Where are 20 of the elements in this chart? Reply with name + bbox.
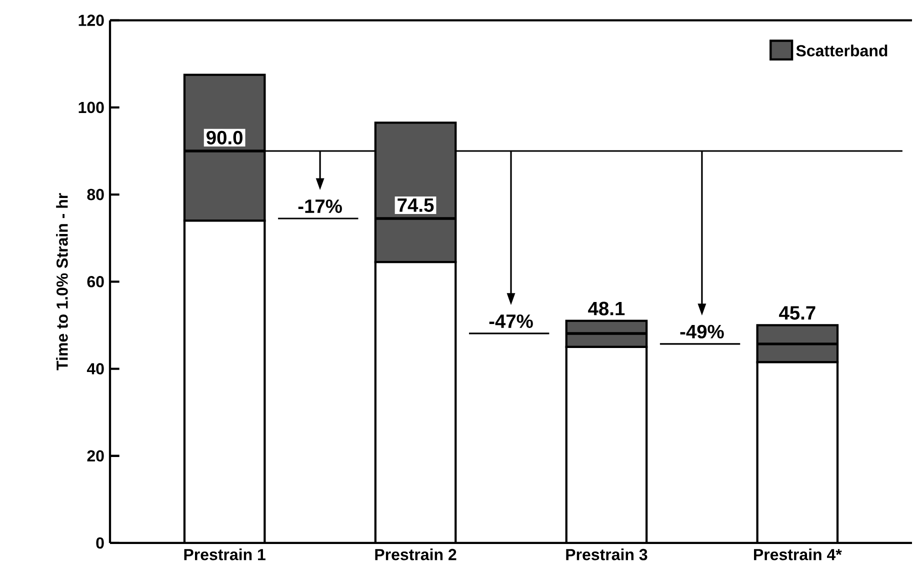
annotation: 74.5: [398, 198, 434, 212]
y-axis-title: Time to 1.0% Strain - hr: [56, 193, 68, 370]
y-tick-label: 120: [78, 14, 104, 26]
annotation: 45.7: [779, 306, 816, 320]
y-tick-label: 0: [96, 537, 104, 549]
y-tick-label: 20: [87, 450, 104, 462]
x-tick-label: Prestrain 3: [566, 548, 648, 560]
annotation: -47%: [489, 314, 533, 328]
y-tick-label: 60: [87, 276, 104, 288]
annotation: 90.0: [206, 130, 242, 144]
x-tick-label: Prestrain 1: [184, 548, 266, 560]
y-tick-label: 100: [78, 102, 104, 114]
y-tick-label: 40: [86, 363, 104, 374]
annotation: -17%: [298, 199, 342, 213]
y-tick-label: 80: [87, 188, 104, 200]
annotation: 48.1: [588, 302, 625, 316]
x-tick-label: Prestrain 2: [375, 548, 456, 560]
x-tick-label: Prestrain 4*: [754, 548, 842, 560]
legend-label: Scatterband: [796, 44, 888, 56]
annotation: -49%: [680, 324, 724, 338]
